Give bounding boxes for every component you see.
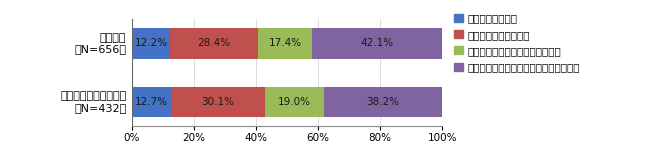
Legend: かなりできている, それなりにできている, できておらず、検討中・検討予定, できておらず、検討する考えは当面ない: かなりできている, それなりにできている, できておらず、検討中・検討予定, で… [453, 13, 579, 72]
Bar [172, 87, 265, 117]
Text: 12.7%: 12.7% [135, 97, 168, 107]
Text: 28.4%: 28.4% [197, 39, 230, 49]
Bar [258, 28, 312, 59]
Text: 30.1%: 30.1% [201, 97, 234, 107]
Text: 42.1%: 42.1% [360, 39, 394, 49]
Bar [312, 28, 442, 59]
Text: 17.4%: 17.4% [269, 39, 302, 49]
Bar [323, 87, 442, 117]
Bar [132, 28, 170, 59]
Text: 19.0%: 19.0% [278, 97, 311, 107]
Bar [170, 28, 258, 59]
Bar [265, 87, 323, 117]
Text: 38.2%: 38.2% [366, 97, 399, 107]
Bar [132, 87, 172, 117]
Text: 12.2%: 12.2% [135, 39, 168, 49]
